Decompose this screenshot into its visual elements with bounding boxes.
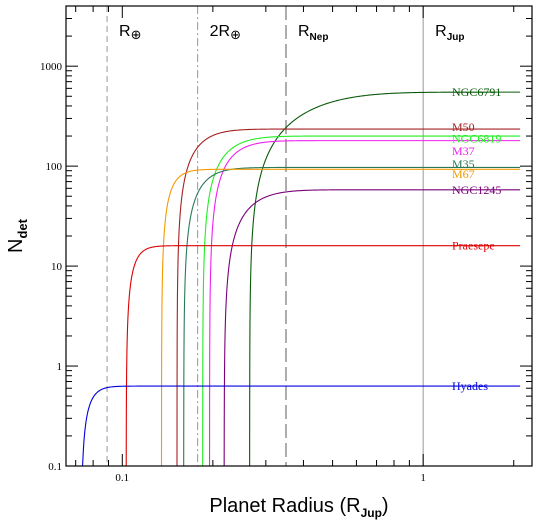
series-label: Praesepe xyxy=(452,239,495,253)
y-tick-label: 10 xyxy=(51,261,63,273)
reference-line-label: RNep xyxy=(298,23,328,43)
series-line xyxy=(81,385,521,467)
axis-ticks: 0.1 1 0.1 1 10 100 1000 xyxy=(40,5,532,484)
reference-line-label: RJup xyxy=(435,23,464,43)
plot-frame xyxy=(65,5,533,467)
y-tick-label: 1000 xyxy=(40,61,63,73)
series-line xyxy=(223,189,521,467)
series-line xyxy=(125,245,521,467)
series-label: M35 xyxy=(452,157,475,171)
series-line xyxy=(183,166,521,467)
y-tick-label: 100 xyxy=(46,161,63,173)
series-label: M37 xyxy=(452,144,475,158)
series-label: NGC1245 xyxy=(452,183,501,197)
x-axis-label: Planet Radius (RJup) xyxy=(209,495,388,520)
curves xyxy=(81,91,521,467)
reference-line-label: R⊕ xyxy=(119,23,141,42)
series-label: NGC6819 xyxy=(452,131,501,145)
y-axis-label: Ndet xyxy=(5,218,30,253)
series-line xyxy=(160,168,521,467)
y-tick-label: 0.1 xyxy=(48,461,62,473)
series-label: M67 xyxy=(452,167,475,181)
x-tick-label: 1 xyxy=(420,472,426,484)
reference-lines: R⊕ 2R⊕ RNep RJup xyxy=(106,6,465,466)
y-tick-label: 1 xyxy=(57,361,63,373)
series-label: Hyades xyxy=(452,379,488,393)
series-line xyxy=(176,128,521,467)
reference-line-label: 2R⊕ xyxy=(210,23,241,42)
series-line xyxy=(249,91,521,467)
series-line xyxy=(202,135,521,467)
series-label: NGC6791 xyxy=(452,85,501,99)
series-label: M50 xyxy=(452,120,475,134)
x-tick-label: 0.1 xyxy=(115,472,129,484)
series-line xyxy=(209,140,521,467)
